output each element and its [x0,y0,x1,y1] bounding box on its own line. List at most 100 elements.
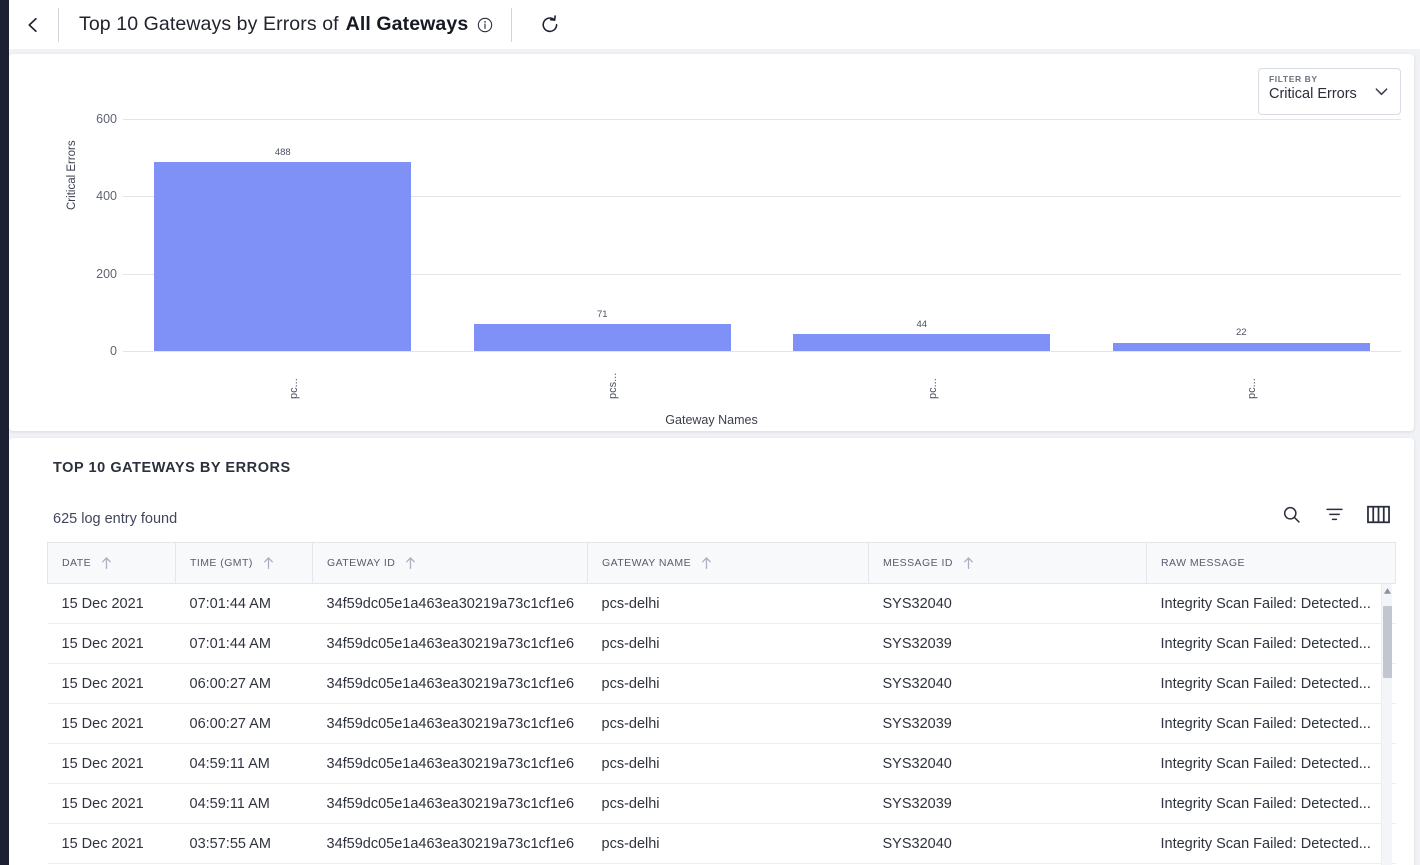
log-count-text: 625 log entry found [53,511,178,527]
refresh-icon [542,14,558,32]
filter-button[interactable] [1324,504,1345,525]
column-header-label: GATEWAY ID [327,557,396,569]
column-header-message-id[interactable]: MESSAGE ID [868,542,1147,584]
bar-chart: Critical Errors 0 200 400 600 488 71 44 22 pc.… [9,54,1414,431]
cell-date: 15 Dec 2021 [47,823,176,864]
log-table-card: TOP 10 GATEWAYS BY ERRORS 625 log entry … [9,438,1414,865]
gridline [123,196,1401,197]
sort-ascending-icon[interactable] [404,556,417,570]
cell-gateway-id: 34f59dc05e1a463ea30219a73c1cf1e6 [312,743,588,784]
bar-value-label: 71 [596,308,608,320]
sort-ascending-icon[interactable] [962,556,975,570]
column-header-gateway-name[interactable]: GATEWAY NAME [587,542,869,584]
cell-time: 04:59:11 AM [175,743,313,784]
table-header-row: DATE TIME (GMT) GATEWAY ID GATEWAY NAME MESS… [47,542,1396,584]
x-category-label: pc... [926,378,939,399]
cell-raw-message: Integrity Scan Failed: Detected... [1146,623,1396,664]
cell-gateway-name: pcs-delhi [587,823,869,864]
chart-plot-area: 488 71 44 22 [123,119,1401,351]
bar[interactable] [154,162,412,351]
cell-date: 15 Dec 2021 [47,663,176,704]
log-table-body: 15 Dec 2021 07:01:44 AM 34f59dc05e1a463ea3… [47,583,1396,864]
bar-value-label: 44 [916,318,928,330]
log-table: DATE TIME (GMT) GATEWAY ID GATEWAY NAME MESS… [47,542,1396,864]
column-header-date[interactable]: DATE [47,542,176,584]
refresh-button[interactable] [528,3,572,47]
x-axis-title: Gateway Names [665,413,758,427]
table-title: TOP 10 GATEWAYS BY ERRORS [53,460,291,476]
cell-gateway-id: 34f59dc05e1a463ea30219a73c1cf1e6 [312,783,588,824]
cell-raw-message: Integrity Scan Failed: Detected... [1146,783,1396,824]
header-divider-2 [511,7,513,42]
table-row[interactable]: 15 Dec 2021 04:59:11 AM 34f59dc05e1a463ea3… [47,743,1396,784]
column-header-label: RAW MESSAGE [1161,557,1245,569]
gridline [123,119,1401,120]
x-category-label: pcs... [607,372,620,399]
cell-date: 15 Dec 2021 [47,623,176,664]
header-divider-1 [58,7,59,42]
bar-value-label: 22 [1235,327,1247,339]
table-row[interactable]: 15 Dec 2021 06:00:27 AM 34f59dc05e1a463ea3… [47,663,1396,704]
cell-date: 15 Dec 2021 [47,783,176,824]
bar[interactable] [473,323,731,351]
cell-time: 07:01:44 AM [175,623,313,664]
cell-date: 15 Dec 2021 [47,583,176,624]
x-category-label: pc... [1246,378,1259,399]
cell-message-id: SYS32039 [868,783,1147,824]
table-vertical-scrollbar[interactable] [1381,584,1392,865]
table-toolbar [1281,504,1390,525]
cell-gateway-id: 34f59dc05e1a463ea30219a73c1cf1e6 [312,703,588,744]
y-tick-label: 600 [96,112,117,126]
cell-date: 15 Dec 2021 [47,743,176,784]
bar[interactable] [1112,342,1370,351]
columns-button[interactable] [1367,504,1390,525]
cell-gateway-name: pcs-delhi [587,583,869,624]
column-header-label: DATE [62,557,92,569]
page-header: Top 10 Gateways by Errors of All Gateway… [0,0,1420,49]
filter-by-select[interactable]: FILTER BY Critical Errors [1258,68,1401,115]
cell-time: 06:00:27 AM [175,663,313,704]
sort-ascending-icon[interactable] [100,556,113,570]
cell-gateway-id: 34f59dc05e1a463ea30219a73c1cf1e6 [312,663,588,704]
column-header-raw-message[interactable]: RAW MESSAGE [1146,542,1396,584]
column-header-gateway-id[interactable]: GATEWAY ID [312,542,588,584]
search-button[interactable] [1281,504,1302,525]
cell-raw-message: Integrity Scan Failed: Detected... [1146,663,1396,704]
scrollbar-thumb[interactable] [1383,606,1392,678]
cell-time: 04:59:11 AM [175,783,313,824]
log-table-head: DATE TIME (GMT) GATEWAY ID GATEWAY NAME MESS… [47,542,1396,584]
cell-raw-message: Integrity Scan Failed: Detected... [1146,823,1396,864]
cell-time: 06:00:27 AM [175,703,313,744]
table-row[interactable]: 15 Dec 2021 03:57:55 AM 34f59dc05e1a463ea3… [47,823,1396,864]
table-row[interactable]: 15 Dec 2021 06:00:27 AM 34f59dc05e1a463ea3… [47,703,1396,744]
cell-gateway-name: pcs-delhi [587,783,869,824]
back-button[interactable] [12,4,54,46]
cell-message-id: SYS32040 [868,583,1147,624]
bar-value-label: 488 [274,147,291,159]
cell-time: 03:57:55 AM [175,823,313,864]
table-row[interactable]: 15 Dec 2021 07:01:44 AM 34f59dc05e1a463ea3… [47,623,1396,664]
column-header-time-gmt[interactable]: TIME (GMT) [175,542,313,584]
cell-message-id: SYS32040 [868,823,1147,864]
info-circle-icon[interactable] [477,17,493,33]
y-tick-label: 200 [96,266,117,281]
chevron-left-icon [28,17,37,32]
gridline [123,274,1401,275]
cell-message-id: SYS32040 [868,743,1147,784]
table-row[interactable]: 15 Dec 2021 07:01:44 AM 34f59dc05e1a463ea3… [47,583,1396,624]
table-row[interactable]: 15 Dec 2021 04:59:11 AM 34f59dc05e1a463ea3… [47,783,1396,824]
page-title-prefix: Top 10 Gateways by Errors of [79,13,339,35]
cell-time: 07:01:44 AM [175,583,313,624]
scroll-up-icon[interactable] [1383,587,1392,595]
bar[interactable] [793,334,1051,351]
cell-gateway-name: pcs-delhi [587,703,869,744]
page-title-scope: All Gateways [345,13,469,35]
sort-ascending-icon[interactable] [262,556,275,570]
cell-gateway-name: pcs-delhi [587,623,869,664]
y-tick-label: 0 [110,344,117,358]
sort-ascending-icon[interactable] [700,556,713,570]
y-tick-label: 400 [96,189,117,204]
cell-gateway-name: pcs-delhi [587,743,869,784]
column-header-label: MESSAGE ID [883,557,953,569]
y-axis-ticks: 0 200 400 600 [69,54,117,431]
